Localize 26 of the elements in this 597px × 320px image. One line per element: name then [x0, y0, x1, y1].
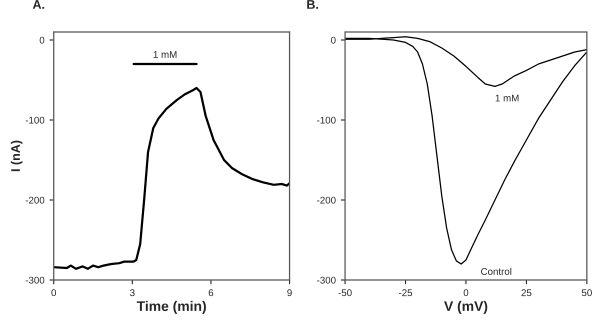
x-tick-label: 0 [51, 289, 56, 296]
y-tick-label: 0 [40, 36, 44, 44]
series-label: 1 mM [496, 94, 518, 102]
chart-title: B. [307, 0, 318, 9]
y-tick-label: -200 [317, 196, 336, 204]
chart-title: A. [32, 0, 44, 9]
x-tick-label: -25 [398, 289, 412, 296]
annotation: 1 mM [154, 51, 176, 58]
x-tick-label: -50 [338, 289, 352, 296]
y-tick-label: -200 [26, 196, 44, 204]
series-label: Control [481, 268, 512, 275]
x-tick-label: 3 [130, 289, 135, 296]
line-series [54, 86, 290, 270]
y-tick-label: -100 [317, 116, 336, 124]
x-tick-label: 50 [582, 289, 592, 296]
y-tick-label: 0 [331, 36, 336, 44]
y-tick-label: -100 [26, 116, 44, 124]
x-tick-label: 25 [521, 289, 532, 296]
y-axis-title: I (nA) [10, 140, 22, 172]
y-tick-label: -300 [26, 276, 44, 284]
x-axis-title: Time (min) [136, 300, 206, 314]
x-tick-label: 0 [464, 289, 468, 296]
x-axis-title: V (mV) [444, 300, 488, 314]
y-tick-label: -300 [317, 276, 336, 284]
x-tick-label: 9 [287, 289, 292, 296]
x-tick-label: 6 [208, 289, 214, 296]
